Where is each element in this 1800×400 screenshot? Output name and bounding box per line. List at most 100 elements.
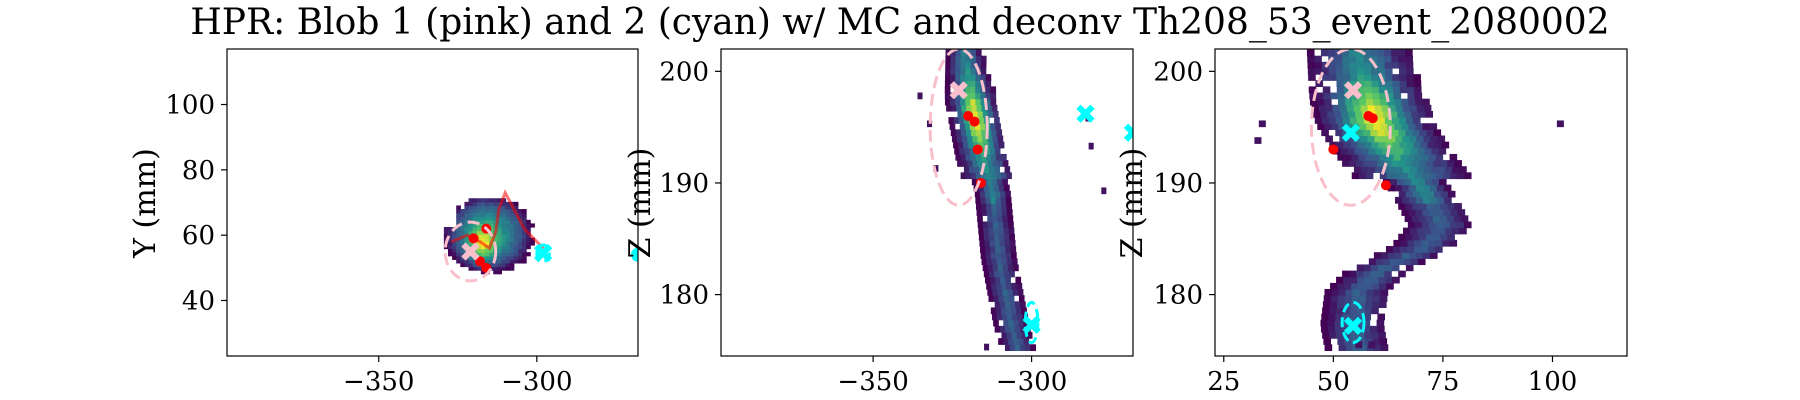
heat-cell	[1389, 166, 1397, 173]
heat-cell	[505, 216, 511, 221]
heat-cell	[489, 209, 494, 214]
heat-cell	[1431, 166, 1439, 173]
heat-cell	[980, 246, 986, 253]
heat-cell	[1377, 117, 1386, 124]
heat-cell	[505, 234, 511, 239]
heat-cell	[1398, 160, 1406, 167]
heat-cell	[526, 252, 531, 257]
heat-cell	[975, 92, 981, 100]
heat-cell	[1000, 196, 1007, 204]
heat-cell	[1395, 135, 1404, 143]
heat-cell	[980, 61, 987, 69]
heat-cell	[447, 237, 453, 242]
heat-cell	[509, 226, 515, 232]
heat-cell	[1351, 153, 1359, 161]
heat-cell	[994, 166, 1001, 173]
heat-cell	[953, 141, 959, 149]
heat-cell	[962, 160, 968, 167]
heat-cell	[1431, 227, 1439, 235]
heat-cell	[1418, 110, 1426, 118]
heat-cell	[1327, 110, 1335, 118]
heat-cell	[489, 201, 494, 207]
heat-cell	[975, 98, 982, 106]
heat-cell	[521, 219, 527, 225]
heat-cell	[1438, 178, 1447, 186]
heat-cell	[1363, 55, 1371, 63]
heat-cell	[1398, 270, 1406, 278]
heat-cell	[493, 205, 498, 210]
heat-cell	[480, 270, 486, 275]
heat-cell	[1322, 331, 1330, 339]
heat-cell	[1378, 86, 1387, 94]
heat-cell	[521, 259, 527, 264]
figure-title: HPR: Blob 1 (pink) and 2 (cyan) w/ MC an…	[190, 2, 1609, 43]
heat-cell	[1396, 166, 1404, 173]
heat-cell	[1323, 92, 1331, 100]
heat-cell	[1398, 190, 1407, 198]
heat-cell	[1440, 190, 1449, 198]
heat-cell	[1421, 246, 1429, 253]
heat-cell	[1335, 67, 1344, 75]
heat-cell	[493, 237, 498, 242]
heat-cell	[447, 241, 453, 246]
heat-cell	[1363, 49, 1371, 57]
heat-cell	[489, 198, 494, 203]
heat-cell	[1349, 270, 1357, 278]
blob2-ellipse	[1340, 300, 1366, 345]
heat-cell	[1317, 123, 1325, 130]
heat-cell	[1374, 166, 1383, 173]
heat-cell	[1426, 160, 1434, 167]
heat-cell	[517, 212, 523, 217]
heat-cell	[999, 270, 1005, 278]
ylabel-xz: Z (mm)	[623, 148, 658, 259]
heat-cell	[1391, 61, 1400, 69]
heat-cell	[1431, 178, 1440, 186]
heat-cell	[1405, 117, 1414, 124]
heat-cell	[484, 241, 490, 246]
heat-cell	[1011, 331, 1018, 339]
heat-cell	[956, 104, 962, 112]
heat-cell	[953, 117, 960, 124]
heat-cell	[1385, 86, 1394, 94]
blob2-marker	[1076, 104, 1095, 123]
ticks-xz: −350 −300 180 190 200	[659, 57, 1067, 397]
heat-cell	[1405, 49, 1413, 57]
heat-cell	[972, 160, 978, 167]
heat-cell	[998, 227, 1005, 235]
heat-cell	[993, 270, 1000, 278]
heat-cell	[1381, 135, 1390, 143]
heat-cell	[1400, 172, 1409, 180]
heat-cell	[484, 198, 490, 203]
heat-cell	[1394, 184, 1403, 192]
heat-cell	[1413, 74, 1421, 81]
heat-cell	[1439, 215, 1448, 223]
heat-cell	[1004, 239, 1011, 247]
heat-cell	[1371, 331, 1379, 339]
heat-cell	[443, 230, 449, 235]
heat-cell	[985, 172, 992, 180]
heat-cell	[509, 266, 515, 271]
heat-cell	[1001, 172, 1007, 180]
ytick-label: 60	[182, 221, 215, 251]
heat-cell	[983, 270, 990, 278]
heat-cell	[513, 241, 519, 246]
heat-cell	[476, 230, 482, 235]
heat-cell	[456, 212, 461, 217]
heat-cell	[1357, 276, 1365, 284]
heat-cell	[517, 226, 523, 232]
heat-cell	[1405, 264, 1414, 272]
heat-cell	[1307, 67, 1316, 75]
heat-cell	[983, 184, 990, 192]
heat-cell	[989, 233, 995, 241]
heat-cell	[1335, 313, 1343, 321]
heat-cell	[965, 80, 971, 87]
heat-cell	[1015, 344, 1021, 352]
heat-cell	[1005, 190, 1011, 198]
heat-cell	[1001, 282, 1008, 290]
heat-cell	[468, 262, 474, 268]
heat-cell	[1449, 172, 1458, 180]
heat-cell	[489, 226, 494, 232]
heat-cell	[1409, 196, 1417, 204]
heat-cell	[1356, 160, 1364, 167]
heat-cell	[995, 252, 1002, 259]
